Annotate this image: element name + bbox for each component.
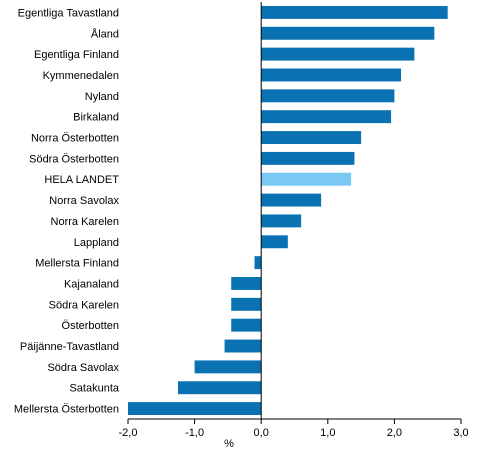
- x-tick-label: 1,0: [320, 427, 335, 439]
- category-label: Birkaland: [73, 112, 119, 124]
- category-label: Satakunta: [69, 383, 119, 395]
- bar: [261, 110, 392, 124]
- category-labels: Egentliga Tavastland Åland Egentliga Finla…: [14, 7, 120, 415]
- category-label: Mellersta Finland: [35, 258, 119, 270]
- category-label: Södra Savolax: [47, 362, 119, 374]
- category-label: Kymmenedalen: [43, 70, 119, 82]
- bar: [261, 214, 302, 228]
- bar: [231, 318, 262, 332]
- bar: [261, 193, 322, 207]
- bar: [194, 360, 262, 374]
- category-label: Norra Savolax: [49, 195, 119, 207]
- x-tick-label: 3,0: [453, 427, 468, 439]
- bar: [177, 381, 262, 395]
- x-tick-label: -2,0: [119, 427, 138, 439]
- category-label: Nyland: [85, 91, 119, 103]
- category-label: Mellersta Österbotten: [14, 404, 119, 416]
- x-axis-title: %: [224, 438, 234, 450]
- category-label: Egentliga Tavastland: [18, 7, 119, 19]
- bar: [261, 172, 352, 186]
- x-tick-label: -1,0: [185, 427, 204, 439]
- category-label: Egentliga Finland: [34, 49, 119, 61]
- bar: [128, 402, 262, 416]
- x-ticks: -2,0 -1,0 0,0 1,0 2,0 3,0: [119, 419, 469, 439]
- x-tick-label: 0,0: [254, 427, 269, 439]
- category-label: Södra Österbotten: [29, 153, 119, 165]
- axes: [128, 2, 461, 420]
- category-label: Södra Karelen: [49, 299, 119, 311]
- bar: [254, 256, 262, 270]
- bar: [261, 5, 448, 19]
- category-label: Päijänne-Tavastland: [20, 341, 119, 353]
- category-label: Kajanaland: [64, 278, 119, 290]
- bar: [231, 297, 262, 311]
- x-tick-label: 2,0: [387, 427, 402, 439]
- category-label: HELA LANDET: [44, 174, 119, 186]
- category-label: Österbotten: [62, 320, 119, 332]
- bar: [261, 151, 355, 165]
- bar: [261, 89, 395, 103]
- bar: [261, 235, 288, 249]
- bar: [261, 131, 362, 144]
- bar: [261, 47, 415, 61]
- bar: [224, 339, 262, 353]
- bar: [231, 277, 262, 290]
- bar: [261, 26, 435, 40]
- bars: [128, 5, 448, 416]
- category-label: Åland: [91, 27, 119, 40]
- bar: [261, 68, 402, 82]
- category-label: Lappland: [74, 237, 119, 249]
- category-label: Norra Österbotten: [31, 133, 119, 145]
- category-label: Norra Karelen: [51, 216, 119, 228]
